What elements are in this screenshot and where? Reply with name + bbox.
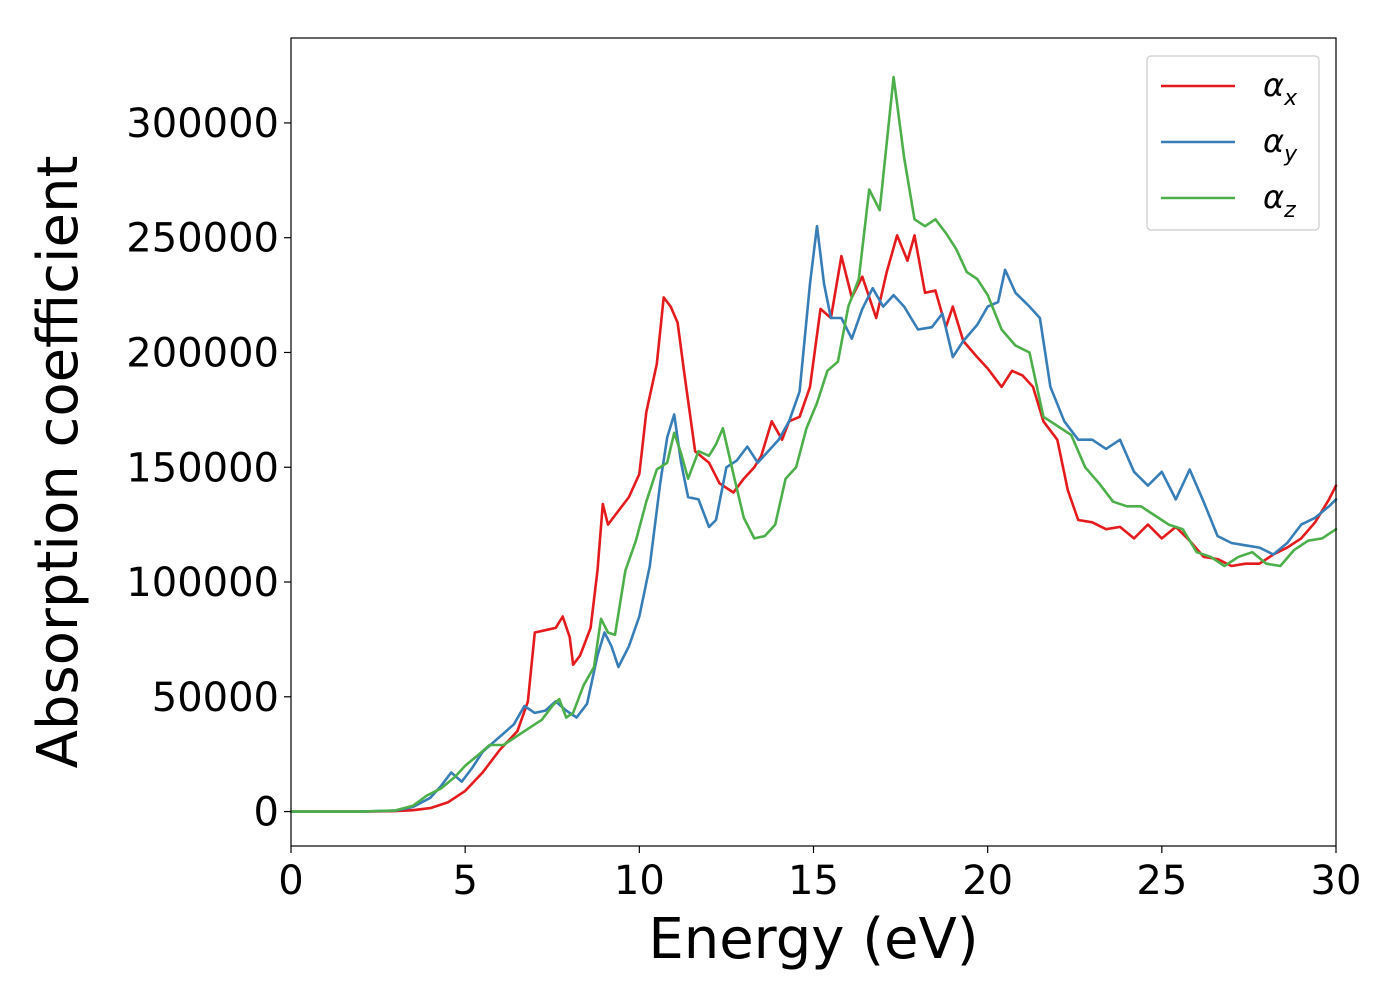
x-axis: 0 5 10 15 20 25 30 [278,846,1361,904]
legend-label-x: αx [1263,66,1298,111]
x-tick-label: 15 [788,858,839,904]
x-tick-label: 10 [614,858,665,904]
series-line-x [289,234,1338,813]
legend-label-y: αy [1263,122,1298,167]
legend-label-z: αz [1263,178,1296,223]
y-axis: 0 50000 100000 150000 200000 250000 300000 [126,101,291,836]
x-axis-title: Energy (eV) [648,907,978,972]
x-tick-label: 5 [452,858,477,904]
x-tick-label: 20 [962,858,1013,904]
series-line-z [289,75,1338,813]
y-tick-label: 0 [254,790,279,836]
x-tick-label: 0 [278,858,303,904]
legend: αx αy αz [1146,55,1320,231]
y-tick-label: 150000 [126,445,279,491]
series-line-y [289,224,1338,813]
series-layer [289,75,1338,813]
y-axis-title: Absorption coefficient [26,156,91,769]
x-tick-label: 25 [1136,858,1187,904]
y-tick-label: 200000 [126,330,279,376]
y-tick-label: 250000 [126,216,279,262]
y-tick-label: 300000 [126,101,279,147]
y-tick-label: 100000 [126,560,279,606]
y-tick-label: 50000 [152,675,279,721]
x-tick-label: 30 [1311,858,1362,904]
